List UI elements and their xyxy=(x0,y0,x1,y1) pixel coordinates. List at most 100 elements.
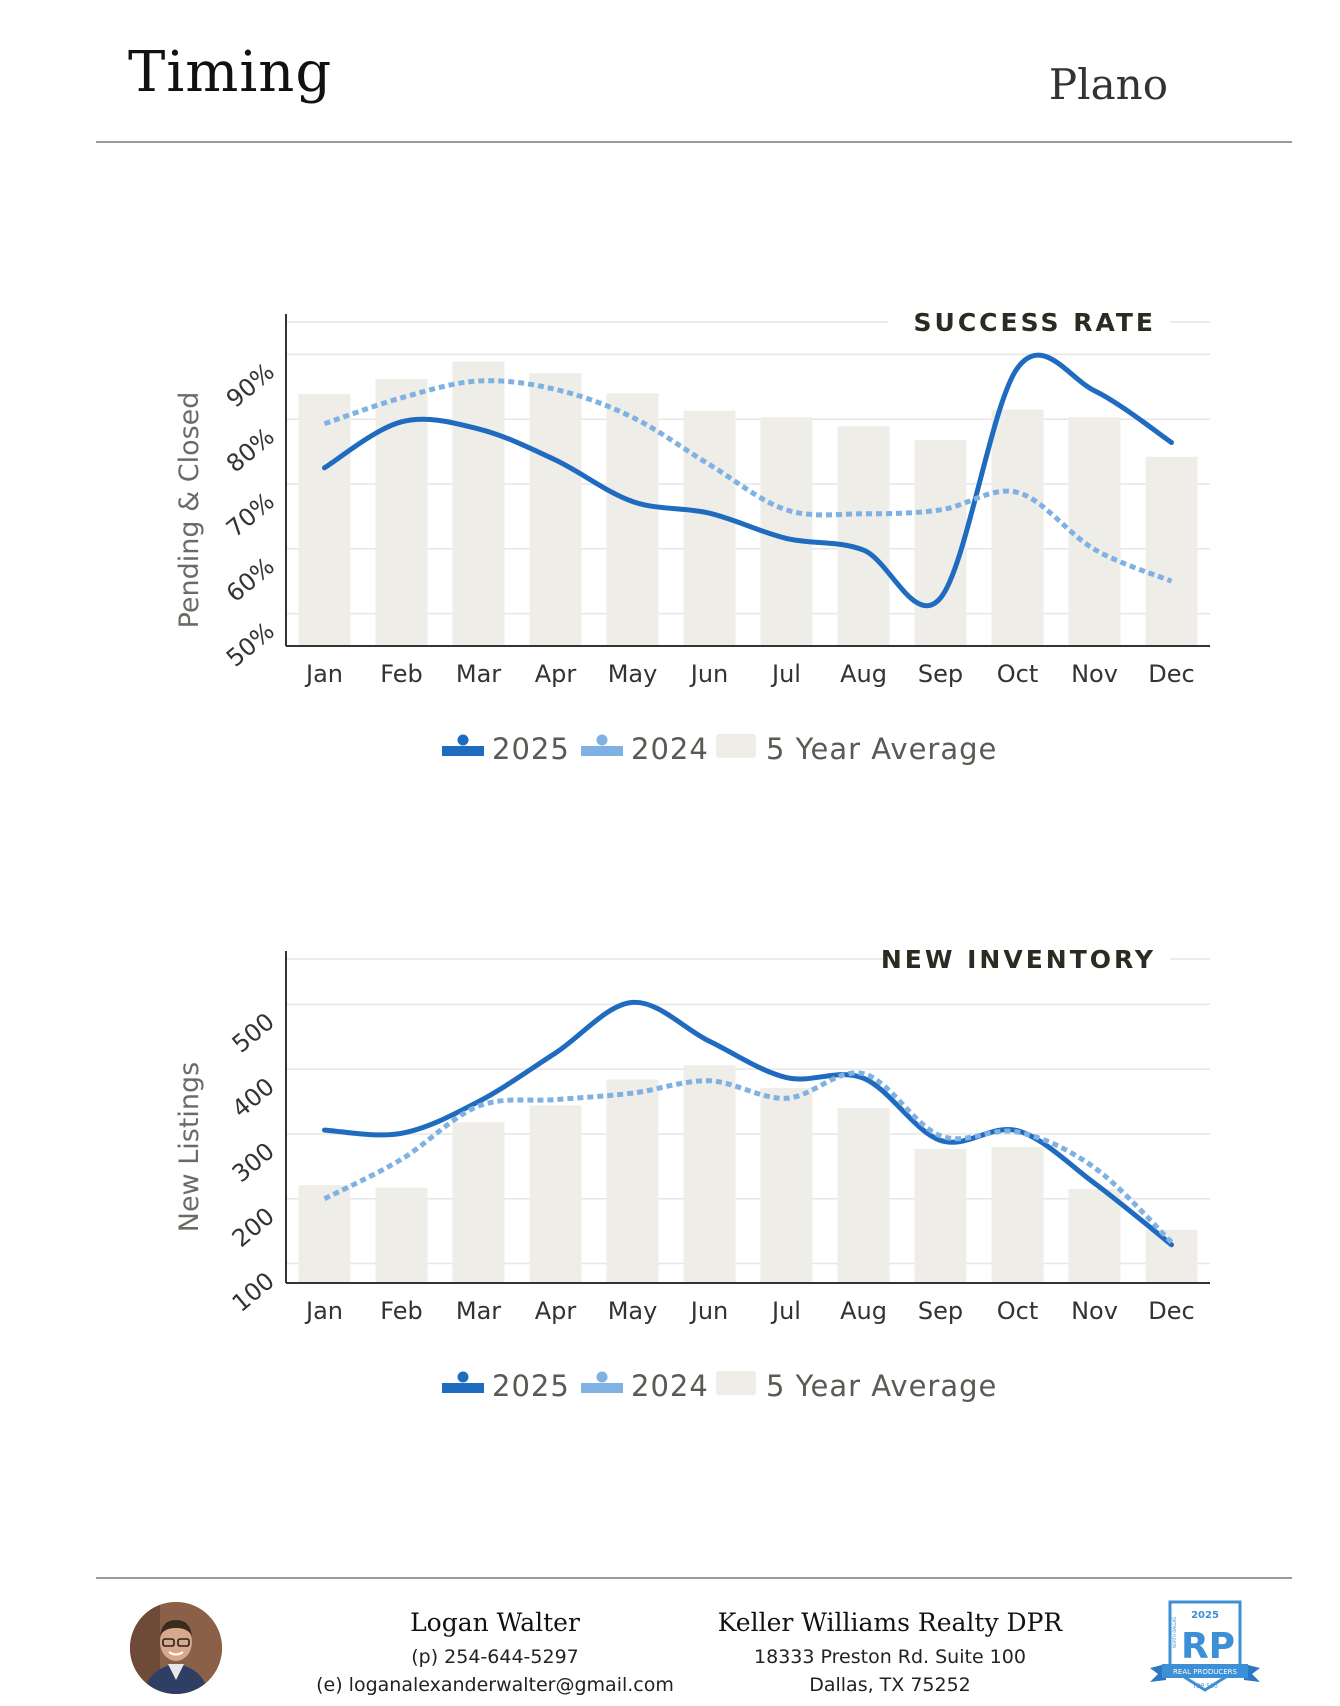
y-tick-label: 200 xyxy=(227,1202,280,1253)
y-tick-label: 80% xyxy=(221,422,280,478)
x-tick-label: Apr xyxy=(535,660,577,688)
footer-divider xyxy=(96,1577,1292,1579)
bar-five-year-average xyxy=(1145,1229,1198,1283)
x-tick-label: Aug xyxy=(840,660,887,688)
bar-five-year-average xyxy=(683,410,736,646)
legend-label-2024: 2024 xyxy=(631,732,709,766)
bar-five-year-average xyxy=(1145,456,1198,646)
agent-avatar xyxy=(130,1602,222,1694)
bar-five-year-average xyxy=(760,1087,813,1283)
bar-five-year-average xyxy=(529,373,582,646)
x-tick-label: Aug xyxy=(840,1297,887,1325)
legend-swatch-five-year-average xyxy=(716,1371,756,1395)
legend-label-2024: 2024 xyxy=(631,1369,709,1403)
x-tick-label: Nov xyxy=(1071,660,1118,688)
bar-five-year-average xyxy=(452,361,505,646)
new-inventory-chart: NEW INVENTORY 100 200 300 400 500 New Listings… xyxy=(174,941,1210,1403)
x-tick-label: May xyxy=(608,660,658,688)
legend-swatch-2025 xyxy=(442,746,484,756)
y-tick-label: 400 xyxy=(227,1072,280,1123)
legend-marker-2025 xyxy=(457,734,469,746)
x-tick-label: Mar xyxy=(456,1297,501,1325)
page-title: Timing xyxy=(128,40,333,105)
bar-five-year-average xyxy=(991,1146,1044,1283)
company-name: Keller Williams Realty DPR xyxy=(717,1608,1063,1637)
legend-marker-2024 xyxy=(596,1371,608,1383)
legend-swatch-2025 xyxy=(442,1383,484,1393)
bar-five-year-average xyxy=(837,1108,890,1283)
agent-photo-icon xyxy=(130,1602,222,1694)
legend-label-2025: 2025 xyxy=(492,732,570,766)
x-tick-label: Dec xyxy=(1148,1297,1194,1325)
badge-rank: TOP 500 xyxy=(1191,1683,1218,1690)
chart-title-backdrop xyxy=(888,304,1170,338)
x-tick-label: Jun xyxy=(689,1297,729,1325)
y-tick-label: 50% xyxy=(221,617,280,673)
agent-contact: Logan Walter (p) 254-644-5297 (e) logana… xyxy=(300,1608,690,1699)
x-tick-label: Nov xyxy=(1071,1297,1118,1325)
y-tick-label: 100 xyxy=(227,1267,280,1318)
y-tick-label: 60% xyxy=(221,552,280,608)
x-tick-label: Sep xyxy=(918,1297,963,1325)
y-tick-label: 90% xyxy=(221,358,280,414)
company-contact: Keller Williams Realty DPR 18333 Preston… xyxy=(700,1608,1080,1699)
agent-name: Logan Walter xyxy=(410,1608,580,1637)
legend-swatch-2024 xyxy=(581,1383,623,1393)
bar-five-year-average xyxy=(298,1185,351,1283)
legend-swatch-2024 xyxy=(581,746,623,756)
x-tick-label: Apr xyxy=(535,1297,577,1325)
x-tick-label: Dec xyxy=(1148,660,1194,688)
legend-label-2025: 2025 xyxy=(492,1369,570,1403)
bar-five-year-average xyxy=(375,1187,428,1283)
line-series-2024 xyxy=(323,378,1173,584)
x-tick-label: Jan xyxy=(304,660,343,688)
agent-phone[interactable]: (p) 254-644-5297 xyxy=(411,1646,579,1668)
y-axis-label: Pending & Closed xyxy=(174,392,205,629)
x-tick-label: Feb xyxy=(380,1297,423,1325)
page-location: Plano xyxy=(1048,60,1168,109)
bar-five-year-average xyxy=(606,393,659,646)
legend-marker-2025 xyxy=(457,1371,469,1383)
bar-five-year-average xyxy=(914,439,967,646)
y-tick-label: 500 xyxy=(227,1008,280,1059)
footer: Logan Walter (p) 254-644-5297 (e) logana… xyxy=(0,1590,1340,1706)
y-axis-label: New Listings xyxy=(174,1062,205,1233)
x-tick-label: Jan xyxy=(304,1297,343,1325)
bar-five-year-average xyxy=(298,393,351,646)
chart-title-backdrop xyxy=(888,941,1170,975)
x-tick-label: Oct xyxy=(997,660,1039,688)
x-tick-label: May xyxy=(608,1297,658,1325)
header-divider xyxy=(96,141,1292,143)
bar-five-year-average xyxy=(991,409,1044,646)
x-tick-label: Sep xyxy=(918,660,963,688)
x-tick-label: Mar xyxy=(456,660,501,688)
bar-five-year-average xyxy=(683,1065,736,1283)
chart-title: NEW INVENTORY xyxy=(881,945,1156,974)
bar-five-year-average xyxy=(1068,1189,1121,1283)
badge-letters: RP xyxy=(1181,1626,1235,1667)
agent-email[interactable]: (e) loganalexanderwalter@gmail.com xyxy=(316,1674,674,1696)
bar-five-year-average xyxy=(452,1122,505,1283)
bar-five-year-average xyxy=(837,426,890,646)
badge-banner: REAL PRODUCERS xyxy=(1173,1668,1237,1676)
bar-five-year-average xyxy=(914,1148,967,1283)
bar-five-year-average xyxy=(1068,417,1121,646)
line-series-2025 xyxy=(322,999,1174,1248)
line-series-2025 xyxy=(322,352,1174,609)
badge-year: 2025 xyxy=(1191,1610,1219,1621)
bar-five-year-average xyxy=(529,1105,582,1283)
real-producers-badge-icon: 2025 NORTH DALLAS RP REAL PRODUCERS TOP … xyxy=(1150,1600,1260,1692)
x-tick-label: Jul xyxy=(770,660,801,688)
x-tick-label: Feb xyxy=(380,660,423,688)
legend-label-five-year-average: 5 Year Average xyxy=(766,732,997,766)
company-address-line2: Dallas, TX 75252 xyxy=(809,1674,971,1696)
y-tick-label: 70% xyxy=(221,487,280,543)
badge-region: NORTH DALLAS xyxy=(1172,1617,1177,1648)
line-series-2024 xyxy=(323,1070,1174,1244)
legend-label-five-year-average: 5 Year Average xyxy=(766,1369,997,1403)
x-tick-label: Jun xyxy=(689,660,729,688)
x-tick-label: Jul xyxy=(770,1297,801,1325)
company-address-line1: 18333 Preston Rd. Suite 100 xyxy=(754,1646,1026,1668)
y-tick-label: 300 xyxy=(227,1137,280,1188)
legend-marker-2024 xyxy=(596,734,608,746)
